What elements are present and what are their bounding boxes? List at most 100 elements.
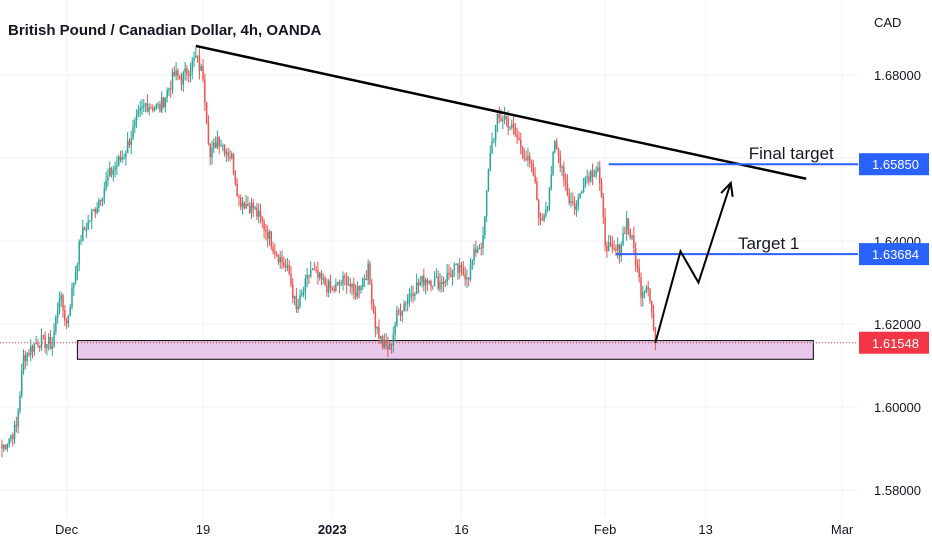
candle-body	[597, 167, 599, 171]
candle-body	[275, 253, 278, 256]
candle-body	[643, 292, 646, 294]
candle-body	[29, 346, 32, 355]
candle-body	[101, 197, 104, 202]
candle-body	[394, 325, 396, 335]
candle-body	[520, 139, 522, 148]
candle-body	[507, 118, 509, 129]
candle-body	[645, 287, 648, 293]
candle-body	[415, 282, 418, 295]
candle-body	[469, 264, 472, 280]
candle-body	[1, 444, 3, 449]
candle-body	[365, 278, 368, 281]
candle-body	[89, 220, 91, 222]
candle-body	[327, 280, 330, 293]
candle-body	[4, 445, 7, 449]
candle-body	[193, 58, 195, 61]
candle-body	[268, 231, 271, 239]
candle-body	[446, 272, 448, 282]
candle-body	[392, 334, 395, 346]
candle-body	[566, 183, 569, 194]
candle-body	[401, 311, 404, 316]
candle-body	[135, 114, 138, 121]
candle-body	[381, 336, 384, 348]
candle-body	[94, 209, 97, 214]
currency-label: CAD	[874, 15, 901, 30]
candle-body	[78, 241, 80, 265]
candle-body	[500, 118, 502, 121]
candle-body	[437, 276, 439, 289]
forecast-arrowhead	[720, 180, 734, 197]
candle-body	[74, 271, 77, 283]
time-tick-label: 16	[454, 522, 468, 537]
candle-body	[103, 188, 106, 198]
candle-body	[279, 257, 281, 263]
candle-body	[200, 66, 202, 71]
candle-body	[31, 346, 34, 352]
candle-body	[439, 281, 441, 289]
candle-body	[516, 134, 518, 138]
price-badge-text: 1.63684	[872, 247, 919, 262]
candle-body	[12, 435, 14, 440]
candle-body	[76, 264, 79, 272]
candle-body	[220, 145, 222, 147]
candle-body	[622, 233, 624, 245]
candle-body	[205, 102, 208, 123]
candle-body	[292, 284, 294, 299]
candle-body	[607, 242, 610, 252]
candle-body	[455, 264, 457, 266]
candle-body	[211, 148, 213, 158]
candle-body	[482, 234, 484, 249]
candle-body	[186, 68, 188, 75]
candle-body	[239, 197, 242, 207]
candle-body	[568, 193, 570, 204]
candle-body	[351, 283, 353, 288]
candle-body	[195, 56, 197, 59]
candle-body	[611, 243, 614, 249]
candle-body	[6, 444, 9, 449]
candle-body	[37, 342, 39, 346]
candle-body	[248, 205, 251, 213]
time-axis[interactable]: Dec 19 2023 16 Feb 13 Mar	[55, 522, 854, 537]
candle-body	[309, 270, 312, 277]
candle-body	[318, 272, 321, 278]
candle-body	[293, 296, 296, 299]
candle-body	[110, 167, 113, 175]
candle-body	[347, 284, 350, 286]
price-badge-text: 1.65850	[872, 157, 919, 172]
candle-body	[274, 251, 276, 254]
candle-body	[49, 337, 52, 349]
candle-body	[561, 166, 563, 168]
candle-body	[396, 309, 398, 326]
price-tick-label: 1.58000	[874, 483, 921, 498]
candle-body	[586, 176, 588, 178]
candle-body	[333, 288, 335, 291]
candle-body	[514, 128, 517, 135]
candle-body	[107, 176, 109, 181]
candle-body	[371, 283, 373, 304]
candle-body	[487, 169, 490, 192]
candle-body	[511, 124, 513, 128]
support-zone[interactable]	[76, 340, 814, 360]
candle-body	[159, 104, 161, 112]
candle-body	[606, 245, 608, 252]
candle-body	[121, 157, 124, 160]
candle-body	[555, 140, 558, 150]
candle-body	[234, 173, 237, 184]
candle-body	[410, 293, 413, 295]
candle-body	[196, 56, 199, 58]
drawings[interactable]	[0, 44, 858, 344]
candle-body	[654, 327, 657, 343]
candle-body	[387, 345, 389, 350]
candle-body	[277, 255, 280, 263]
candle-body	[505, 115, 508, 119]
price-axis[interactable]: 1.680001.660001.640001.620001.600001.580…	[859, 68, 929, 498]
candle-body	[15, 424, 18, 427]
candle-body	[213, 142, 215, 149]
candle-body	[166, 90, 168, 98]
candle-body	[609, 242, 612, 244]
candle-body	[595, 170, 597, 176]
candle-body	[458, 265, 461, 273]
candle-body	[457, 264, 459, 273]
candle-body	[564, 179, 567, 184]
